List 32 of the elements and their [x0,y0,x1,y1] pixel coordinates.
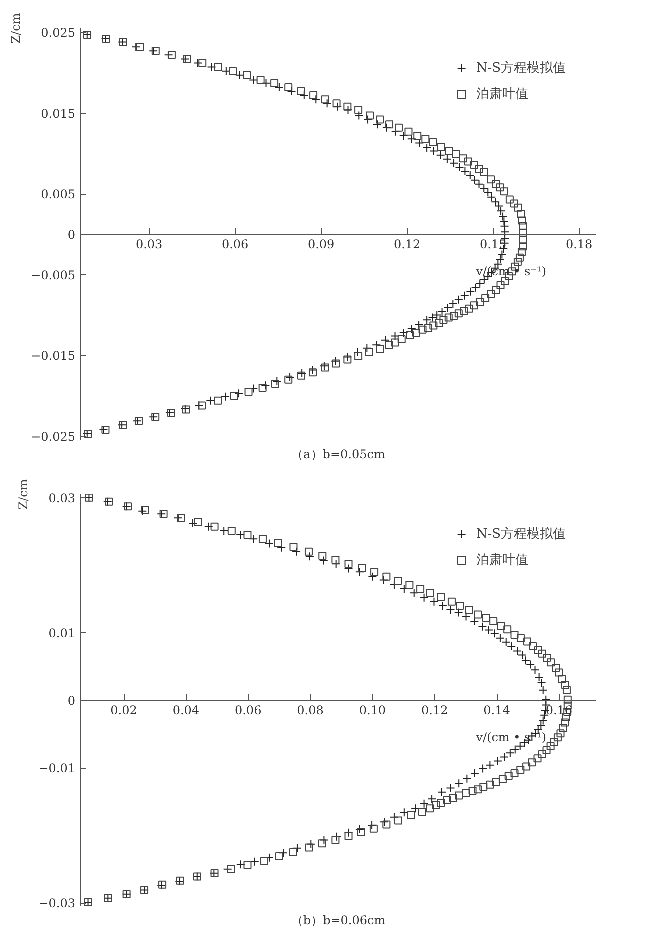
y-tick-label: 0.005 [41,188,76,202]
y-tick-label: −0.03 [38,896,76,911]
legend-label: N-S方程模拟值 [476,526,566,543]
text: （a）b=0.05cm [292,448,386,462]
y-tick-label: 0 [68,228,76,242]
x-tick-label: 0.06 [234,704,262,718]
x-tick-label: 0.06 [222,238,249,252]
y-tick-label: 0.01 [48,626,76,640]
x-tick-label: 0.14 [484,704,511,718]
y-axis-title: Z/cm [9,12,24,44]
y-tick-label: −0.025 [31,430,76,444]
y-tick-label: −0.01 [38,762,76,776]
y-tick-label: 0.025 [41,26,76,40]
y-tick-label: 0.015 [41,106,76,121]
legend-label: 泊肃叶值 [476,552,528,569]
x-tick-label: 0.03 [136,238,163,252]
y-tick-label: −0.015 [31,349,76,364]
legend-label: N-S方程模拟值 [476,60,566,77]
x-tick-label: 0.12 [394,238,421,252]
x-tick-label: 0.08 [297,704,324,718]
y-axis-title: Z/cm [16,478,31,510]
x-tick-label: 0.04 [172,704,200,718]
x-tick-label: 0.18 [566,238,593,252]
text: （b）b=0.06cm [291,914,386,928]
x-tick-label: 0.10 [359,704,386,718]
legend-label: 泊肃叶值 [476,86,528,103]
y-tick-label: 0 [68,694,76,708]
y-tick-label: −0.005 [31,268,76,282]
x-tick-label: 0.09 [308,238,335,252]
y-tick-label: 0.03 [48,491,76,506]
x-tick-label: 0.12 [422,704,448,718]
x-tick-label: 0.02 [110,704,138,718]
